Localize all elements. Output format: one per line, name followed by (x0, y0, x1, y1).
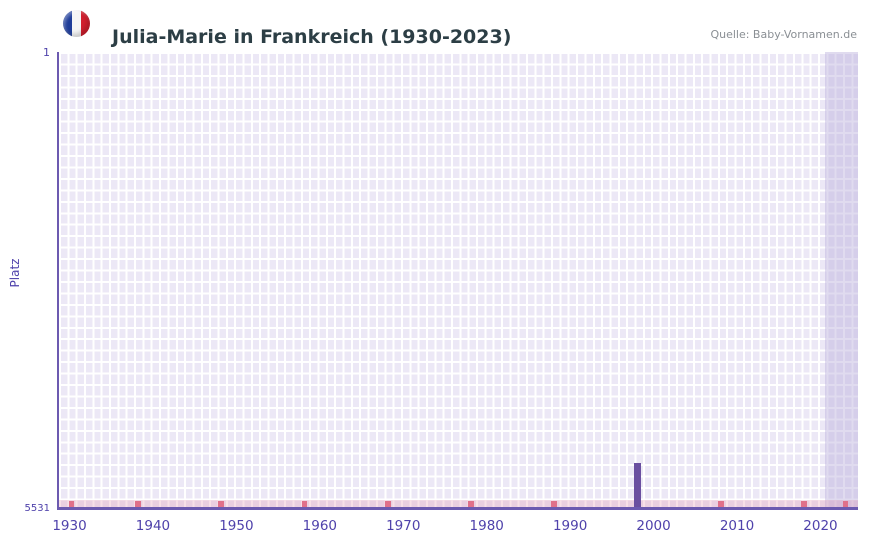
unranked-marker[interactable] (301, 501, 308, 507)
x-axis-ticks: 1930 1940 1950 1960 1970 1980 1990 2000 2010 2020 (52, 518, 858, 540)
rank-bar[interactable] (634, 462, 641, 507)
x-tick-label: 1970 (386, 518, 421, 534)
unranked-marker[interactable] (800, 501, 807, 507)
x-tick-label: 1990 (552, 518, 588, 534)
unranked-strip (59, 500, 858, 507)
unranked-marker[interactable] (135, 501, 141, 507)
y-axis-label: Platz (8, 258, 22, 288)
page-title: Julia-Marie in Frankreich (1930-2023) (112, 25, 512, 48)
x-tick-label: 1950 (219, 518, 254, 534)
x-tick-label: 1930 (52, 518, 87, 534)
y-tick-top: 1 (43, 46, 50, 59)
y-tick-bottom: 5531 (24, 503, 50, 514)
x-tick-label: 1960 (302, 518, 338, 534)
unranked-marker[interactable] (384, 501, 391, 507)
unranked-marker[interactable] (218, 501, 225, 507)
unranked-marker[interactable] (551, 501, 558, 507)
x-tick-label: 2020 (803, 518, 838, 534)
plot-area[interactable] (57, 52, 858, 510)
x-tick-label: 2000 (636, 518, 671, 534)
x-tick-label: 1940 (135, 518, 171, 534)
unranked-marker[interactable] (68, 501, 75, 507)
x-tick-label: 2010 (719, 518, 755, 534)
recent-years-band (824, 52, 858, 507)
unranked-marker[interactable] (842, 501, 849, 507)
source-credit: Quelle: Baby-Vornamen.de (710, 28, 857, 41)
france-flag-icon (63, 10, 90, 37)
unranked-marker[interactable] (468, 501, 474, 507)
x-tick-label: 1980 (469, 518, 504, 534)
unranked-marker[interactable] (717, 501, 724, 507)
